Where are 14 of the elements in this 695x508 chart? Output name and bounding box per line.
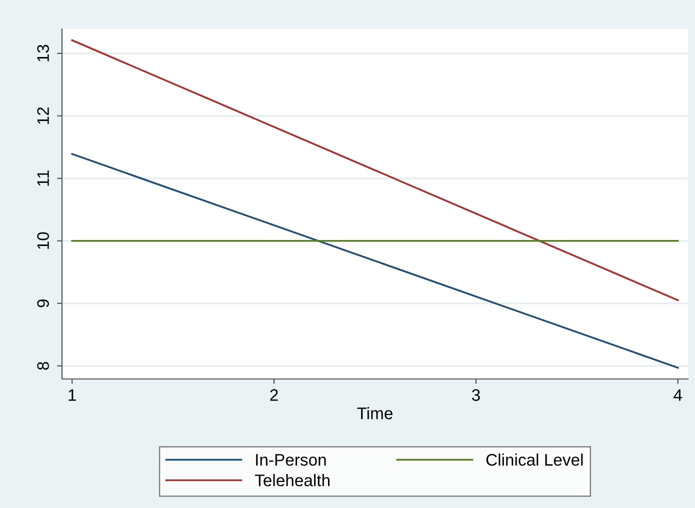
x-tick-label: 3 xyxy=(472,389,480,401)
y-tick-label: 10 xyxy=(37,232,49,249)
y-tick-label: 8 xyxy=(37,362,49,370)
y-tick-label: 9 xyxy=(37,300,49,308)
x-axis-title: Time xyxy=(357,407,392,420)
legend-label: Clinical Level xyxy=(486,454,583,466)
x-tick-label: 4 xyxy=(674,389,682,401)
legend-label: Telehealth xyxy=(254,474,330,486)
legend-label: In-Person xyxy=(256,454,326,466)
x-tick-label: 1 xyxy=(68,389,76,401)
y-tick-label: 11 xyxy=(37,170,49,186)
y-tick-label: 12 xyxy=(37,107,49,124)
x-tick-label: 2 xyxy=(270,389,278,401)
y-tick-label: 13 xyxy=(37,44,49,62)
